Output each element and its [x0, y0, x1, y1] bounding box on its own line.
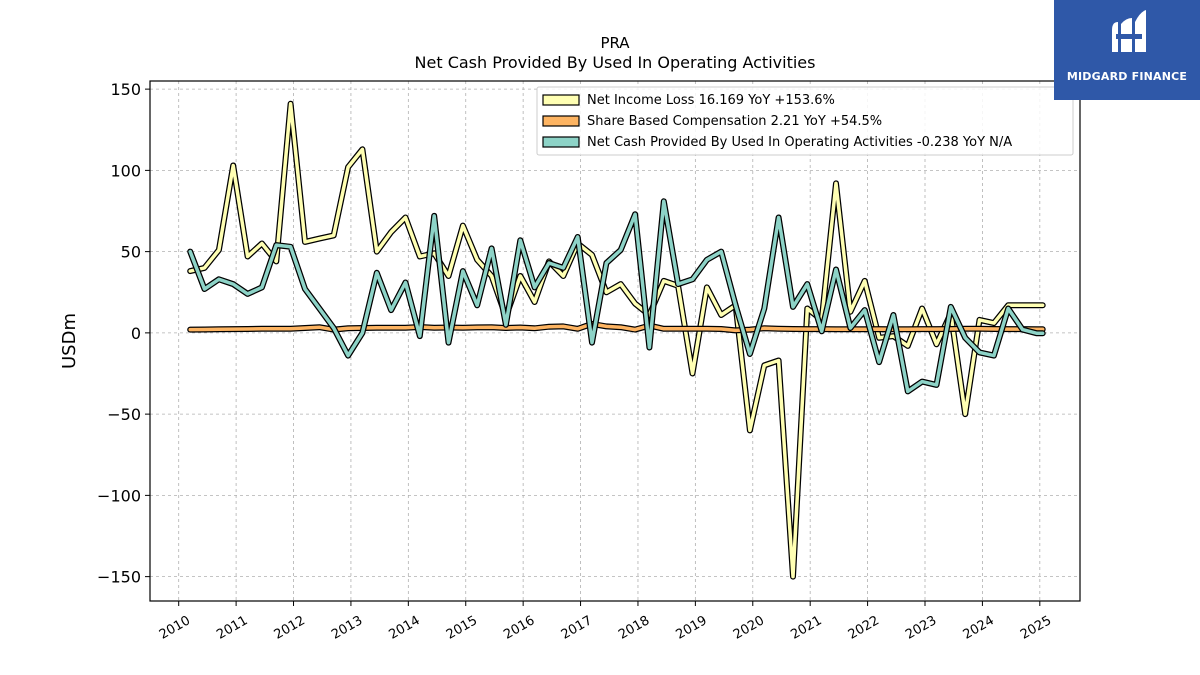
- series-line-net-cash: [188, 199, 1045, 394]
- x-tick-label: 2024: [961, 613, 997, 643]
- legend-swatch-share-based-compensation: [542, 115, 580, 127]
- legend-label-net-cash: Net Cash Provided By Used In Operating A…: [587, 135, 1012, 150]
- y-tick-label: −100: [97, 486, 141, 505]
- x-tick-label: 2012: [272, 613, 308, 643]
- series-outline-net-cash: [187, 198, 1046, 395]
- midgard-logo-icon: [1112, 10, 1146, 52]
- x-tick-label: 2010: [157, 613, 193, 643]
- x-tick-label: 2013: [329, 613, 365, 643]
- legend-frame: [536, 86, 1074, 156]
- legend-label-share-based-compensation: Share Based Compensation 2.21 YoY +54.5%: [587, 114, 882, 129]
- x-tick-label: 2011: [214, 613, 250, 643]
- x-ticks: 2010 2011 2012 2013 2014 2015 2016 2017 2018 2019…: [157, 601, 1054, 643]
- x-tick-label: 2018: [616, 613, 652, 643]
- legend: Net Income Loss 16.169 YoY +153.6% Share…: [536, 86, 1074, 156]
- legend-entry-net-income: Net Income Loss 16.169 YoY +153.6%: [542, 93, 835, 108]
- y-tick-label: 0: [131, 324, 141, 343]
- legend-swatch-net-cash: [542, 136, 580, 148]
- x-tick-label: 2019: [674, 613, 710, 643]
- x-tick-label: 2017: [559, 613, 595, 643]
- series-outline-net-income: [187, 100, 1046, 580]
- brand-logo: MIDGARD FINANCE: [1054, 0, 1200, 100]
- chart-subtitle: Net Cash Provided By Used In Operating A…: [415, 53, 816, 72]
- plot-frame: [149, 80, 1081, 602]
- legend-entry-net-cash: Net Cash Provided By Used In Operating A…: [542, 135, 1012, 150]
- legend-entry-share-based-compensation: Share Based Compensation 2.21 YoY +54.5%: [542, 114, 882, 129]
- brand-name: MIDGARD FINANCE: [1066, 70, 1188, 83]
- x-tick-label: 2022: [846, 613, 882, 643]
- y-tick-label: 150: [110, 80, 141, 99]
- legend-swatch-net-income: [542, 94, 580, 106]
- y-tick-label: 50: [121, 243, 141, 262]
- x-tick-label: 2014: [387, 613, 423, 643]
- x-tick-label: 2023: [903, 613, 939, 643]
- x-tick-label: 2021: [788, 613, 824, 643]
- y-tick-label: −150: [97, 568, 141, 587]
- series-line-net-income: [188, 102, 1045, 579]
- legend-label-net-income: Net Income Loss 16.169 YoY +153.6%: [587, 93, 835, 108]
- chart-title: PRA: [600, 34, 630, 52]
- x-tick-label: 2015: [444, 613, 480, 643]
- y-tick-label: −50: [107, 405, 141, 424]
- y-ticks: −150 −100 −50 0 50 100 150: [97, 80, 150, 587]
- y-tick-label: 100: [110, 161, 141, 180]
- y-axis-label: USDm: [59, 313, 80, 369]
- x-tick-label: 2016: [501, 613, 537, 643]
- x-tick-label: 2020: [731, 613, 767, 643]
- x-tick-label: 2025: [1018, 613, 1054, 643]
- series-layer: [187, 100, 1046, 580]
